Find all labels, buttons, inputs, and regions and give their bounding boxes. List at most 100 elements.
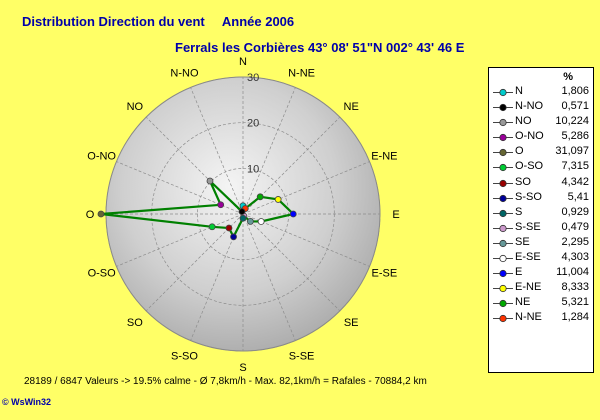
legend-item-label: S-SO: [515, 190, 542, 203]
legend-item-label: E: [515, 266, 523, 279]
direction-label: SE: [344, 317, 359, 329]
legend-item-label: E-NE: [515, 281, 542, 294]
data-point-e-ne: [274, 196, 282, 203]
chart-title-left: Distribution Direction du vent: [22, 14, 205, 29]
data-point-s-so: [230, 233, 237, 241]
legend-swatch-icon: [493, 270, 513, 278]
footer-stats: 28189 / 6847 Valeurs -> 19.5% calme - Ø …: [24, 376, 427, 387]
legend-swatch-icon: [493, 119, 513, 127]
legend-item-no: NO 10,224: [489, 115, 593, 130]
data-point-no: [206, 177, 214, 185]
legend-item-label: O: [515, 145, 524, 158]
legend-item-s: S 0,929: [489, 206, 593, 221]
direction-label: O-NO: [87, 150, 116, 162]
legend-item-value: 4,303: [561, 251, 589, 264]
legend-item-value: 0,479: [561, 220, 589, 233]
legend-swatch-icon: [493, 164, 513, 172]
direction-label: S-SE: [289, 350, 315, 362]
legend-item-e: E 11,004: [489, 266, 593, 281]
data-point-o-so: [208, 223, 216, 231]
legend-unit: %: [563, 71, 573, 83]
spoke-line: [190, 87, 244, 215]
legend-swatch-icon: [493, 88, 513, 97]
data-point-ne: [256, 193, 264, 201]
data-point-o: [97, 210, 105, 218]
direction-label: E-SE: [372, 268, 398, 280]
data-point-o-no: [217, 201, 225, 209]
legend-item-value: 4,342: [561, 175, 589, 188]
direction-label: S: [239, 362, 246, 374]
legend-item-value: 5,321: [561, 296, 589, 309]
legend-item-e-se: E-SE 4,303: [489, 251, 593, 266]
legend-swatch-icon: [493, 209, 513, 217]
legend-item-value: 8,333: [561, 281, 589, 294]
legend-swatch-icon: [493, 315, 513, 323]
spoke-line: [242, 213, 296, 341]
direction-label: SO: [127, 317, 143, 329]
direction-label: E-NE: [371, 150, 397, 162]
legend-swatch-icon: [493, 300, 513, 308]
data-point-s: [239, 214, 247, 222]
data-point-e-se: [257, 218, 265, 225]
legend-item-value: 7,315: [561, 160, 589, 173]
legend-item-o-no: O-NO 5,286: [489, 130, 593, 145]
legend-item-value: 31,097: [555, 145, 589, 158]
legend-item-ne: NE 5,321: [489, 296, 593, 311]
legend-item-value: 10,224: [555, 115, 589, 128]
radial-tick-label: 30: [247, 72, 259, 84]
data-point-e: [289, 210, 297, 218]
legend-item-label: O-NO: [515, 130, 544, 143]
legend-item-n-no: N-NO 0,571: [489, 100, 593, 115]
grid-ring: [151, 122, 335, 306]
legend-item-n-ne: N-NE 1,284: [489, 311, 593, 326]
direction-label: S-SO: [171, 350, 198, 362]
wswin-logo: © WsWin32: [2, 397, 52, 407]
legend-item-value: 5,286: [561, 130, 589, 143]
legend-swatch-icon: [493, 134, 513, 142]
direction-label: NO: [127, 101, 144, 113]
chart-title: Distribution Direction du vent Année 200…: [22, 14, 308, 29]
legend-item-label: S: [515, 205, 523, 218]
legend-item-o-so: O-SO 7,315: [489, 160, 593, 175]
spoke-line: [242, 161, 370, 215]
legend-item-value: 0,571: [561, 100, 589, 113]
legend-item-label: SO: [515, 175, 531, 188]
legend-swatch-icon: [493, 194, 513, 202]
legend: % N 1,806 N-NO 0,571 NO 10,224 O-NO 5,286 O 31,09…: [488, 67, 594, 373]
direction-label: NE: [344, 101, 359, 113]
legend-swatch-icon: [493, 254, 513, 263]
data-point-so: [225, 224, 233, 232]
legend-swatch-icon: [493, 179, 513, 187]
direction-label: O-SO: [88, 268, 117, 280]
data-point-se: [247, 218, 254, 225]
radial-tick-label: 10: [247, 163, 259, 175]
legend-item-se: SE 2,295: [489, 236, 593, 251]
data-point-n-no: [238, 208, 246, 215]
legend-item-s-se: S-SE 0,479: [489, 221, 593, 236]
legend-item-e-ne: E-NE 8,333: [489, 281, 593, 296]
legend-item-value: 2,295: [561, 235, 589, 248]
legend-item-label: SE: [515, 235, 530, 248]
legend-item-value: 5,41: [567, 190, 589, 203]
legend-item-value: 1,806: [561, 85, 589, 97]
legend-item-label: O-SO: [515, 160, 544, 173]
legend-item-n: N 1,806: [489, 85, 593, 100]
legend-item-so: SO 4,342: [489, 176, 593, 191]
legend-item-label: E-SE: [515, 251, 541, 264]
legend-item-o: O 31,097: [489, 145, 593, 160]
direction-label: E: [392, 209, 399, 221]
legend-swatch-icon: [493, 103, 513, 112]
legend-item-label: S-SE: [515, 220, 541, 233]
legend-item-label: N-NO: [515, 100, 544, 113]
spoke-line: [116, 213, 244, 267]
legend-item-label: N-NE: [515, 311, 542, 324]
chart-title-year: Année 2006: [221, 14, 295, 29]
legend-item-value: 1,284: [561, 311, 589, 324]
legend-swatch-icon: [493, 239, 513, 248]
direction-label: N: [239, 56, 247, 68]
direction-label: N-NE: [288, 68, 315, 80]
legend-item-value: 11,004: [556, 266, 589, 279]
chart-subtitle: Ferrals les Corbières 43° 08' 51"N 002° …: [175, 40, 465, 55]
legend-swatch-icon: [493, 149, 513, 157]
